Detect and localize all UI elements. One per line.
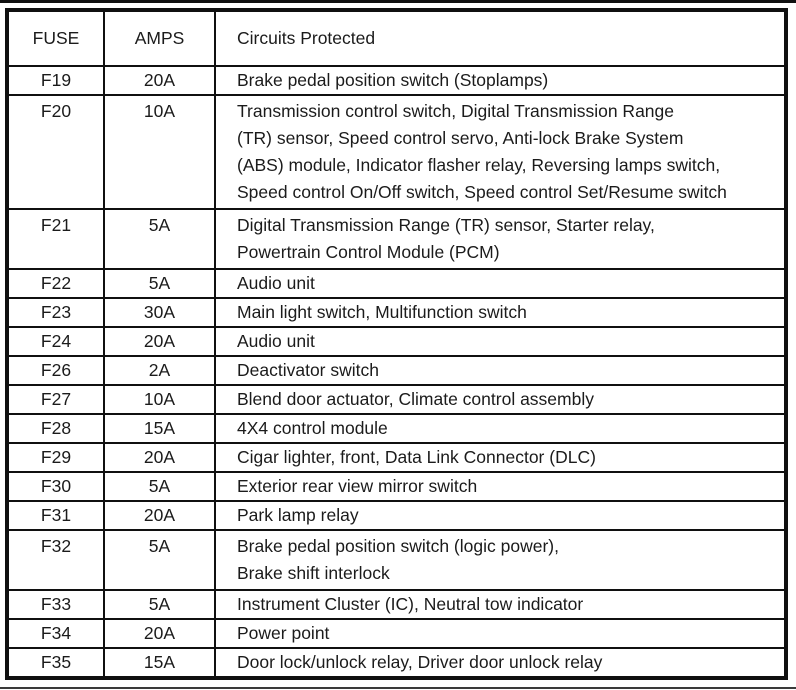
fuse-cell: F30 (6, 471, 105, 502)
fuse-cell: F22 (6, 268, 105, 299)
table-row: F19 20A Brake pedal position switch (Sto… (6, 65, 787, 96)
table-row: F35 15A Door lock/unlock relay, Driver d… (6, 647, 787, 679)
amps-cell: 30A (103, 297, 216, 328)
circuits-cell: Power point (214, 618, 787, 649)
circuit-line: Blend door actuator, Climate control ass… (237, 389, 594, 409)
fuse-cell: F23 (6, 297, 105, 328)
circuit-line: Power point (237, 623, 330, 643)
fuse-cell: F31 (6, 500, 105, 531)
circuits-cell: Digital Transmission Range (TR) sensor, … (214, 208, 787, 270)
table-row: F27 10A Blend door actuator, Climate con… (6, 384, 787, 415)
amps-cell: 5A (103, 529, 216, 591)
circuit-line: Brake pedal position switch (Stoplamps) (237, 70, 549, 90)
amps-cell: 10A (103, 384, 216, 415)
table-row: F28 15A 4X4 control module (6, 413, 787, 444)
fuse-cell: F28 (6, 413, 105, 444)
top-scan-rule (0, 0, 796, 3)
fuse-cell: F26 (6, 355, 105, 386)
circuits-cell: Main light switch, Multifunction switch (214, 297, 787, 328)
table-row: F32 5A Brake pedal position switch (logi… (6, 529, 787, 591)
circuit-line: Audio unit (237, 273, 315, 293)
circuit-line: Digital Transmission Range (TR) sensor, … (237, 215, 655, 235)
fuse-cell: F21 (6, 208, 105, 270)
circuit-line: Cigar lighter, front, Data Link Connecto… (237, 447, 596, 467)
circuits-cell: Deactivator switch (214, 355, 787, 386)
table-row: F22 5A Audio unit (6, 268, 787, 299)
amps-cell: 2A (103, 355, 216, 386)
fuse-cell: F29 (6, 442, 105, 473)
circuit-line: Instrument Cluster (IC), Neutral tow ind… (237, 594, 584, 614)
amps-cell: 20A (103, 618, 216, 649)
circuits-cell: Audio unit (214, 326, 787, 357)
fuse-cell: F34 (6, 618, 105, 649)
circuits-cell: Audio unit (214, 268, 787, 299)
header-amps: AMPS (103, 9, 216, 67)
circuit-line: Main light switch, Multifunction switch (237, 302, 527, 322)
circuit-line: Brake shift interlock (237, 563, 390, 583)
amps-cell: 5A (103, 208, 216, 270)
circuits-cell: Brake pedal position switch (logic power… (214, 529, 787, 591)
circuits-cell: Instrument Cluster (IC), Neutral tow ind… (214, 589, 787, 620)
amps-cell: 20A (103, 326, 216, 357)
fuse-table: FUSE AMPS Circuits Protected F19 20A Bra… (5, 8, 788, 680)
circuit-line: Deactivator switch (237, 360, 379, 380)
table-row: F23 30A Main light switch, Multifunction… (6, 297, 787, 328)
table-row: F30 5A Exterior rear view mirror switch (6, 471, 787, 502)
amps-cell: 20A (103, 500, 216, 531)
circuits-cell: Exterior rear view mirror switch (214, 471, 787, 502)
circuit-line: Door lock/unlock relay, Driver door unlo… (237, 652, 603, 672)
table-row: F33 5A Instrument Cluster (IC), Neutral … (6, 589, 787, 620)
circuit-line: Park lamp relay (237, 505, 359, 525)
circuits-cell: Cigar lighter, front, Data Link Connecto… (214, 442, 787, 473)
fuse-cell: F19 (6, 65, 105, 96)
amps-cell: 15A (103, 647, 216, 679)
table-row: F26 2A Deactivator switch (6, 355, 787, 386)
circuits-cell: Brake pedal position switch (Stoplamps) (214, 65, 787, 96)
circuits-cell: Blend door actuator, Climate control ass… (214, 384, 787, 415)
header-fuse: FUSE (6, 9, 105, 67)
circuit-line: Powertrain Control Module (PCM) (237, 242, 500, 262)
circuit-line: Brake pedal position switch (logic power… (237, 536, 559, 556)
amps-cell: 15A (103, 413, 216, 444)
amps-cell: 5A (103, 471, 216, 502)
fuse-cell: F24 (6, 326, 105, 357)
amps-cell: 20A (103, 65, 216, 96)
circuit-line: (TR) sensor, Speed control servo, Anti-l… (237, 128, 684, 148)
circuit-line: Transmission control switch, Digital Tra… (237, 101, 675, 121)
fuse-cell: F33 (6, 589, 105, 620)
table-row: F34 20A Power point (6, 618, 787, 649)
bottom-scan-rule (0, 687, 796, 689)
fuse-cell: F27 (6, 384, 105, 415)
amps-cell: 5A (103, 268, 216, 299)
circuit-line: Exterior rear view mirror switch (237, 476, 478, 496)
header-circuits-protected: Circuits Protected (214, 9, 787, 67)
circuits-cell: Park lamp relay (214, 500, 787, 531)
circuits-cell: Door lock/unlock relay, Driver door unlo… (214, 647, 787, 679)
circuits-cell: Transmission control switch, Digital Tra… (214, 94, 787, 210)
amps-cell: 10A (103, 94, 216, 210)
header-row: FUSE AMPS Circuits Protected (6, 9, 787, 67)
amps-cell: 20A (103, 442, 216, 473)
fuse-cell: F20 (6, 94, 105, 210)
circuit-line: 4X4 control module (237, 418, 388, 438)
fuse-cell: F35 (6, 647, 105, 679)
amps-cell: 5A (103, 589, 216, 620)
table-row: F21 5A Digital Transmission Range (TR) s… (6, 208, 787, 270)
circuits-cell: 4X4 control module (214, 413, 787, 444)
circuit-line: Speed control On/Off switch, Speed contr… (237, 182, 727, 202)
table-row: F31 20A Park lamp relay (6, 500, 787, 531)
table-row: F29 20A Cigar lighter, front, Data Link … (6, 442, 787, 473)
fuse-table-body: F19 20A Brake pedal position switch (Sto… (6, 65, 787, 679)
circuit-line: Audio unit (237, 331, 315, 351)
table-row: F20 10A Transmission control switch, Dig… (6, 94, 787, 210)
fuse-cell: F32 (6, 529, 105, 591)
table-row: F24 20A Audio unit (6, 326, 787, 357)
circuit-line: (ABS) module, Indicator flasher relay, R… (237, 155, 721, 175)
